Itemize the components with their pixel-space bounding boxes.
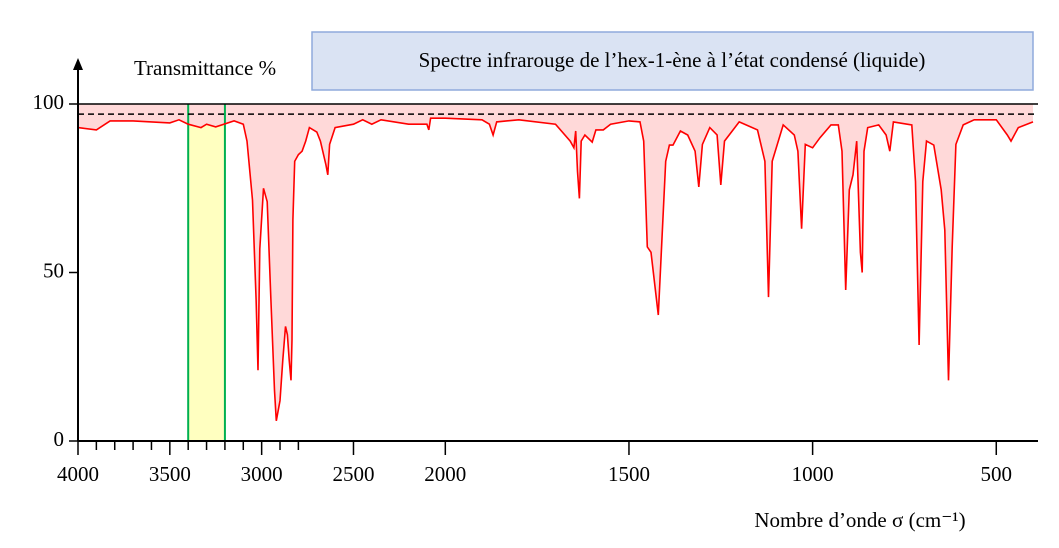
plot: 0 50 100 4000 3500 3000 2500 2000 1500 1000 500	[33, 58, 1038, 486]
y-tick-label: 50	[43, 258, 64, 282]
y-axis-arrow	[73, 58, 83, 70]
spectrum-line	[77, 117, 1034, 421]
x-tick-label: 1000	[792, 462, 834, 486]
y-tick-label: 100	[33, 90, 65, 114]
x-axis-label: Nombre d’onde σ (cm⁻¹)	[754, 508, 965, 532]
x-tick-label: 2500	[332, 462, 374, 486]
chart-title: Spectre infrarouge de l’hex-1-ène à l’ét…	[419, 48, 926, 72]
y-axis-label: Transmittance %	[134, 56, 276, 80]
title-box	[311, 31, 1034, 91]
y-tick-label: 0	[54, 427, 65, 451]
transmittance-area	[78, 104, 1033, 421]
x-tick-label: 500	[981, 462, 1013, 486]
x-tick-label: 2000	[424, 462, 466, 486]
x-tick-label: 1500	[608, 462, 650, 486]
x-tick-label: 4000	[57, 462, 99, 486]
x-tick-label: 3500	[149, 462, 191, 486]
x-tick-label: 3000	[241, 462, 283, 486]
highlight-band	[188, 104, 225, 441]
